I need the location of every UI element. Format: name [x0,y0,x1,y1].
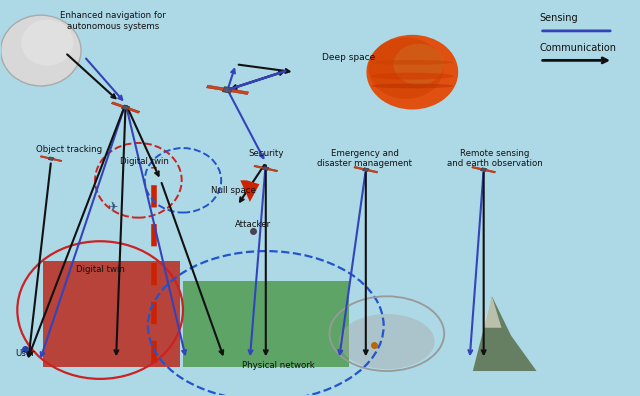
Ellipse shape [367,35,458,110]
Text: Digital twin: Digital twin [120,157,169,166]
Polygon shape [268,168,278,172]
Polygon shape [222,87,233,93]
Ellipse shape [394,44,444,85]
Text: Digital twin: Digital twin [76,265,125,274]
Text: Security: Security [248,149,284,158]
Polygon shape [363,168,369,171]
Ellipse shape [371,84,454,88]
Text: Enhanced navigation for
autonomous systems: Enhanced navigation for autonomous syste… [60,11,166,30]
Bar [183,281,349,367]
Text: Remote sensing
and earth observation: Remote sensing and earth observation [447,149,543,168]
Text: Object tracking: Object tracking [36,145,102,154]
Text: Null space: Null space [211,186,257,195]
Ellipse shape [339,314,435,369]
Polygon shape [207,85,224,91]
Ellipse shape [371,60,454,65]
Text: Communication: Communication [540,43,617,53]
Ellipse shape [1,15,81,86]
Text: ✈: ✈ [108,201,118,214]
Polygon shape [354,166,364,170]
Polygon shape [127,108,140,113]
Text: Emergency and
disaster management: Emergency and disaster management [317,149,412,168]
Polygon shape [473,296,536,371]
Text: Attacker: Attacker [235,220,271,228]
Polygon shape [52,158,62,162]
Text: Physical network: Physical network [242,361,315,370]
Polygon shape [40,156,49,159]
Ellipse shape [21,20,74,66]
Polygon shape [262,167,269,170]
Text: Deep space: Deep space [322,53,375,61]
Polygon shape [486,169,495,173]
Ellipse shape [371,72,454,80]
Polygon shape [254,165,264,169]
Polygon shape [481,168,487,171]
Polygon shape [368,169,378,173]
Polygon shape [122,105,130,110]
Text: Sensing: Sensing [540,13,579,23]
Polygon shape [483,296,502,328]
Polygon shape [111,102,124,107]
Ellipse shape [369,38,444,99]
Polygon shape [240,180,259,202]
Polygon shape [231,89,248,95]
Bar [43,261,180,367]
Polygon shape [472,166,482,170]
Polygon shape [48,157,54,160]
Text: User: User [16,349,35,358]
